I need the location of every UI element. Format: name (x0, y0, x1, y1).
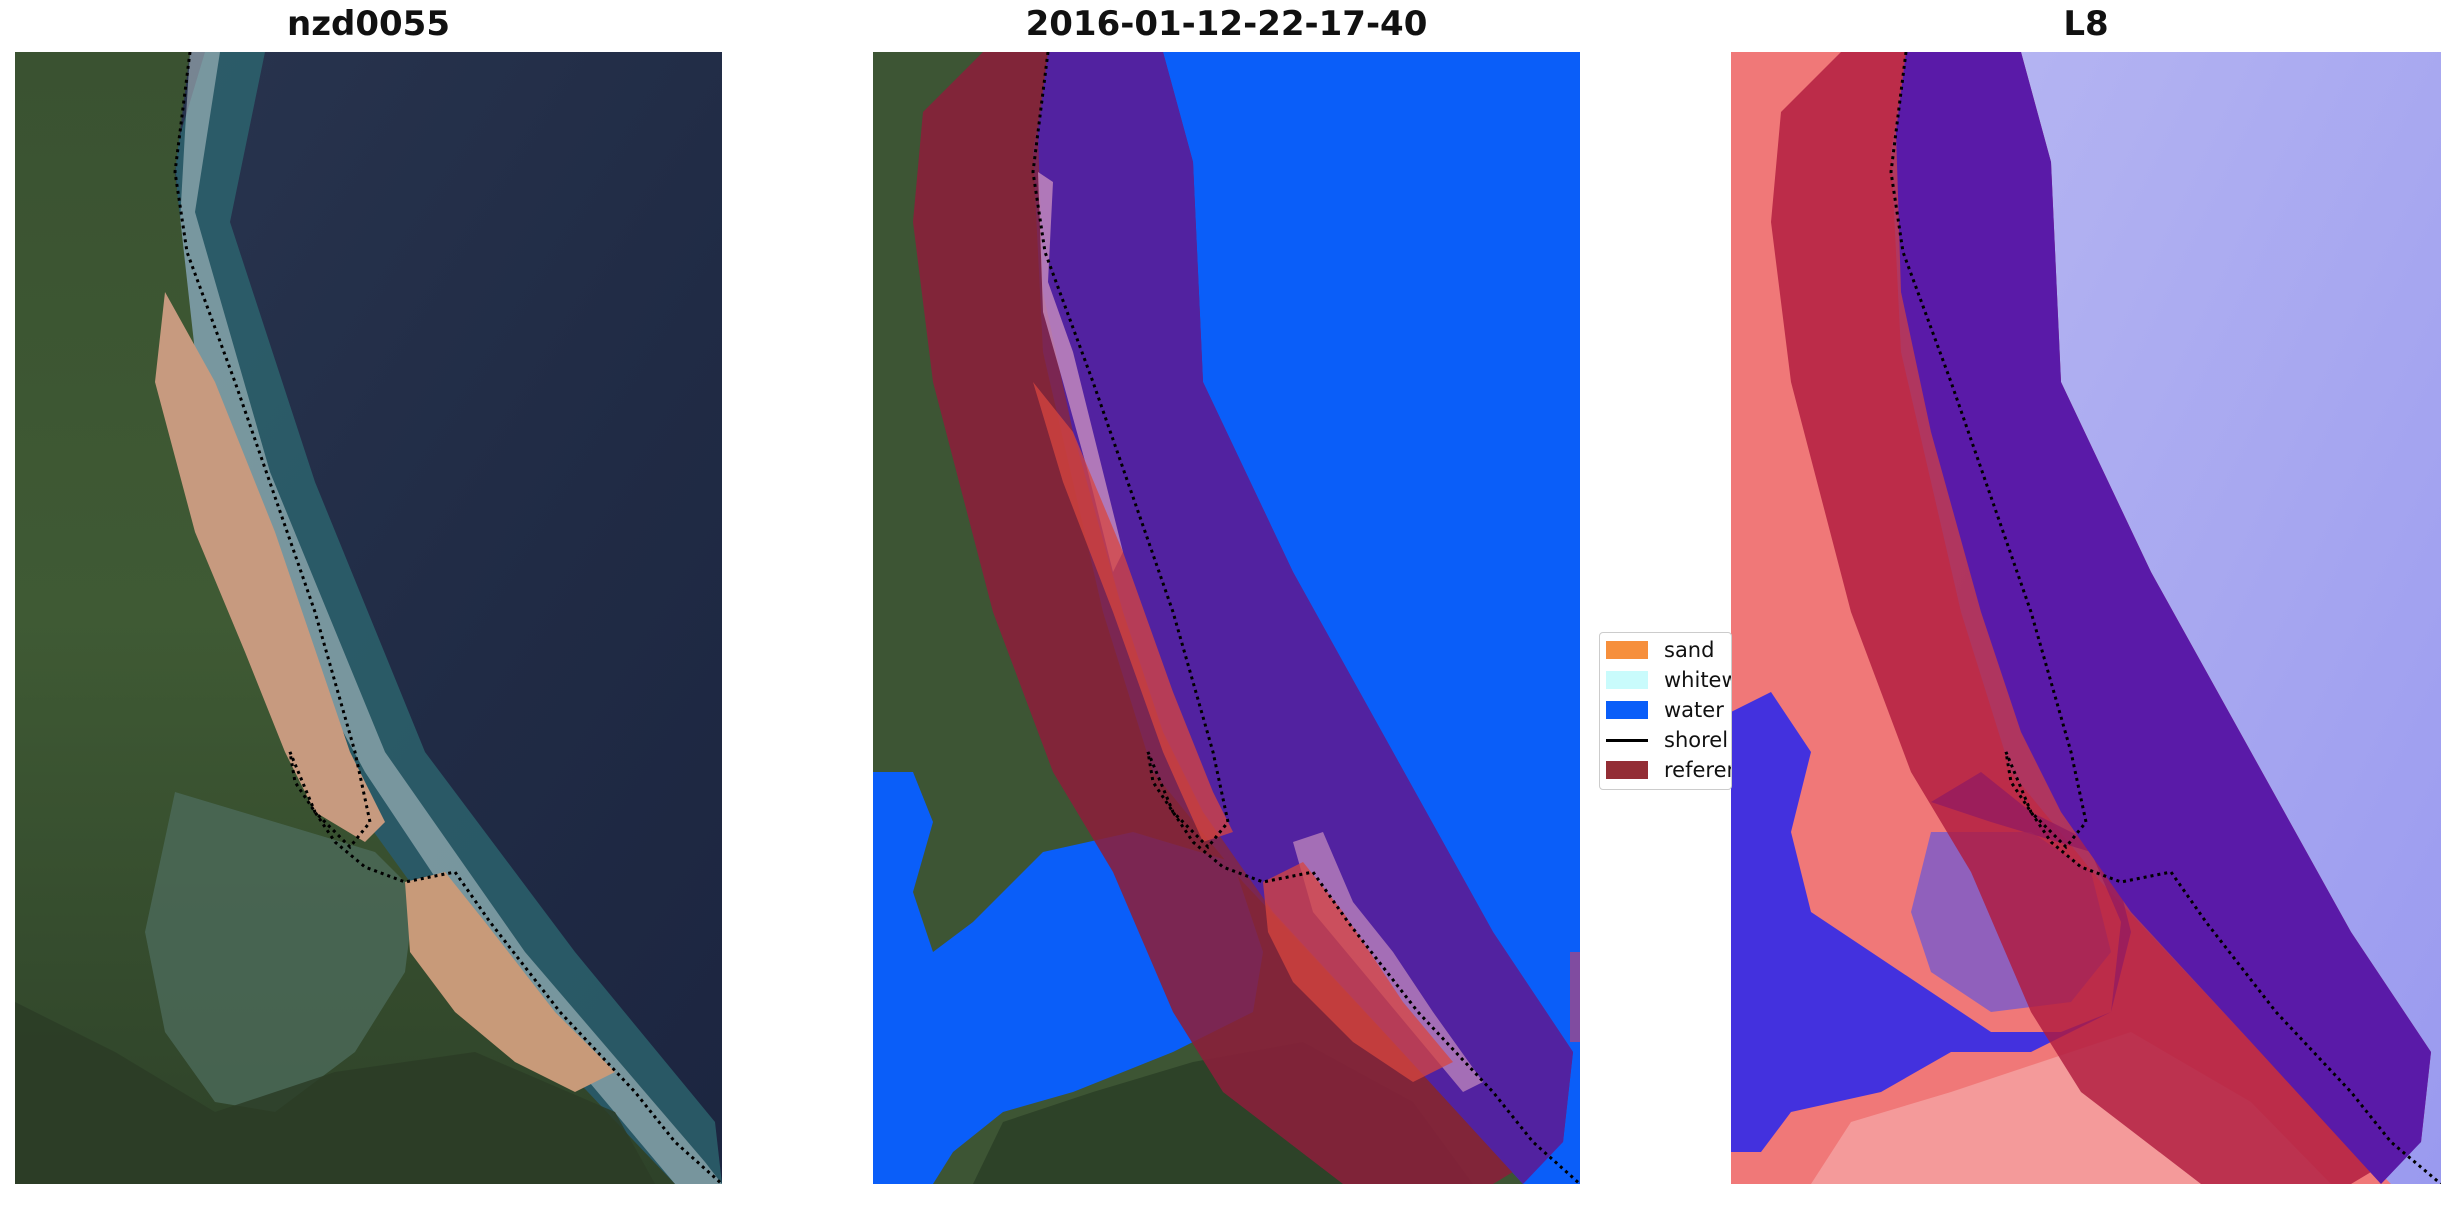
estuary (145, 792, 415, 1112)
legend-item-whitewater: whitew (1606, 667, 1732, 693)
rgb-image (15, 52, 722, 1184)
legend-item-shoreline: shorel (1606, 727, 1728, 753)
legend-item-sand: sand (1606, 637, 1714, 663)
shoreline (1889, 52, 2441, 1184)
legend-label-water: water (1664, 698, 1724, 722)
shoreline (1031, 52, 1580, 1184)
panel-title-index: L8 (2063, 4, 2109, 44)
negative-estuary (1731, 692, 2131, 1152)
legend-swatch-water (1606, 701, 1648, 719)
north-beach (155, 292, 385, 842)
legend-label-sand: sand (1664, 638, 1715, 662)
south-beach (405, 872, 615, 1092)
index-panel (1731, 52, 2441, 1184)
sand-class-north (1033, 382, 1233, 842)
whitewater-north (1038, 172, 1123, 572)
edge-tab (1570, 952, 1580, 1042)
index-image (1731, 52, 2441, 1184)
legend-line-shoreline (1606, 738, 1648, 742)
southern-hills (15, 1002, 655, 1184)
legend-item-water: water (1606, 697, 1724, 723)
rgb-image-panel (15, 52, 722, 1184)
panel-title-classification: 2016-01-12-22-17-40 (1025, 4, 1428, 44)
legend-swatch-sand (1606, 641, 1648, 659)
legend-item-reference: referen (1606, 757, 1731, 783)
reference-overlap (1896, 52, 2431, 1184)
shoreline (173, 52, 722, 1184)
panel-title-rgb: nzd0055 (287, 4, 450, 44)
whitewater-south (1293, 832, 1483, 1092)
reference-overlap (1038, 52, 1573, 1184)
classification-image (873, 52, 1580, 1184)
sand-class-south (1263, 862, 1453, 1082)
classification-panel (873, 52, 1580, 1184)
legend: sand whitew water shorel referen (1599, 632, 1732, 790)
legend-swatch-whitewater (1606, 671, 1648, 689)
legend-swatch-reference (1606, 761, 1648, 779)
legend-label-shoreline: shorel (1664, 728, 1729, 752)
legend-label-reference: referen (1664, 758, 1731, 782)
legend-label-whitewater: whitew (1664, 668, 1732, 692)
